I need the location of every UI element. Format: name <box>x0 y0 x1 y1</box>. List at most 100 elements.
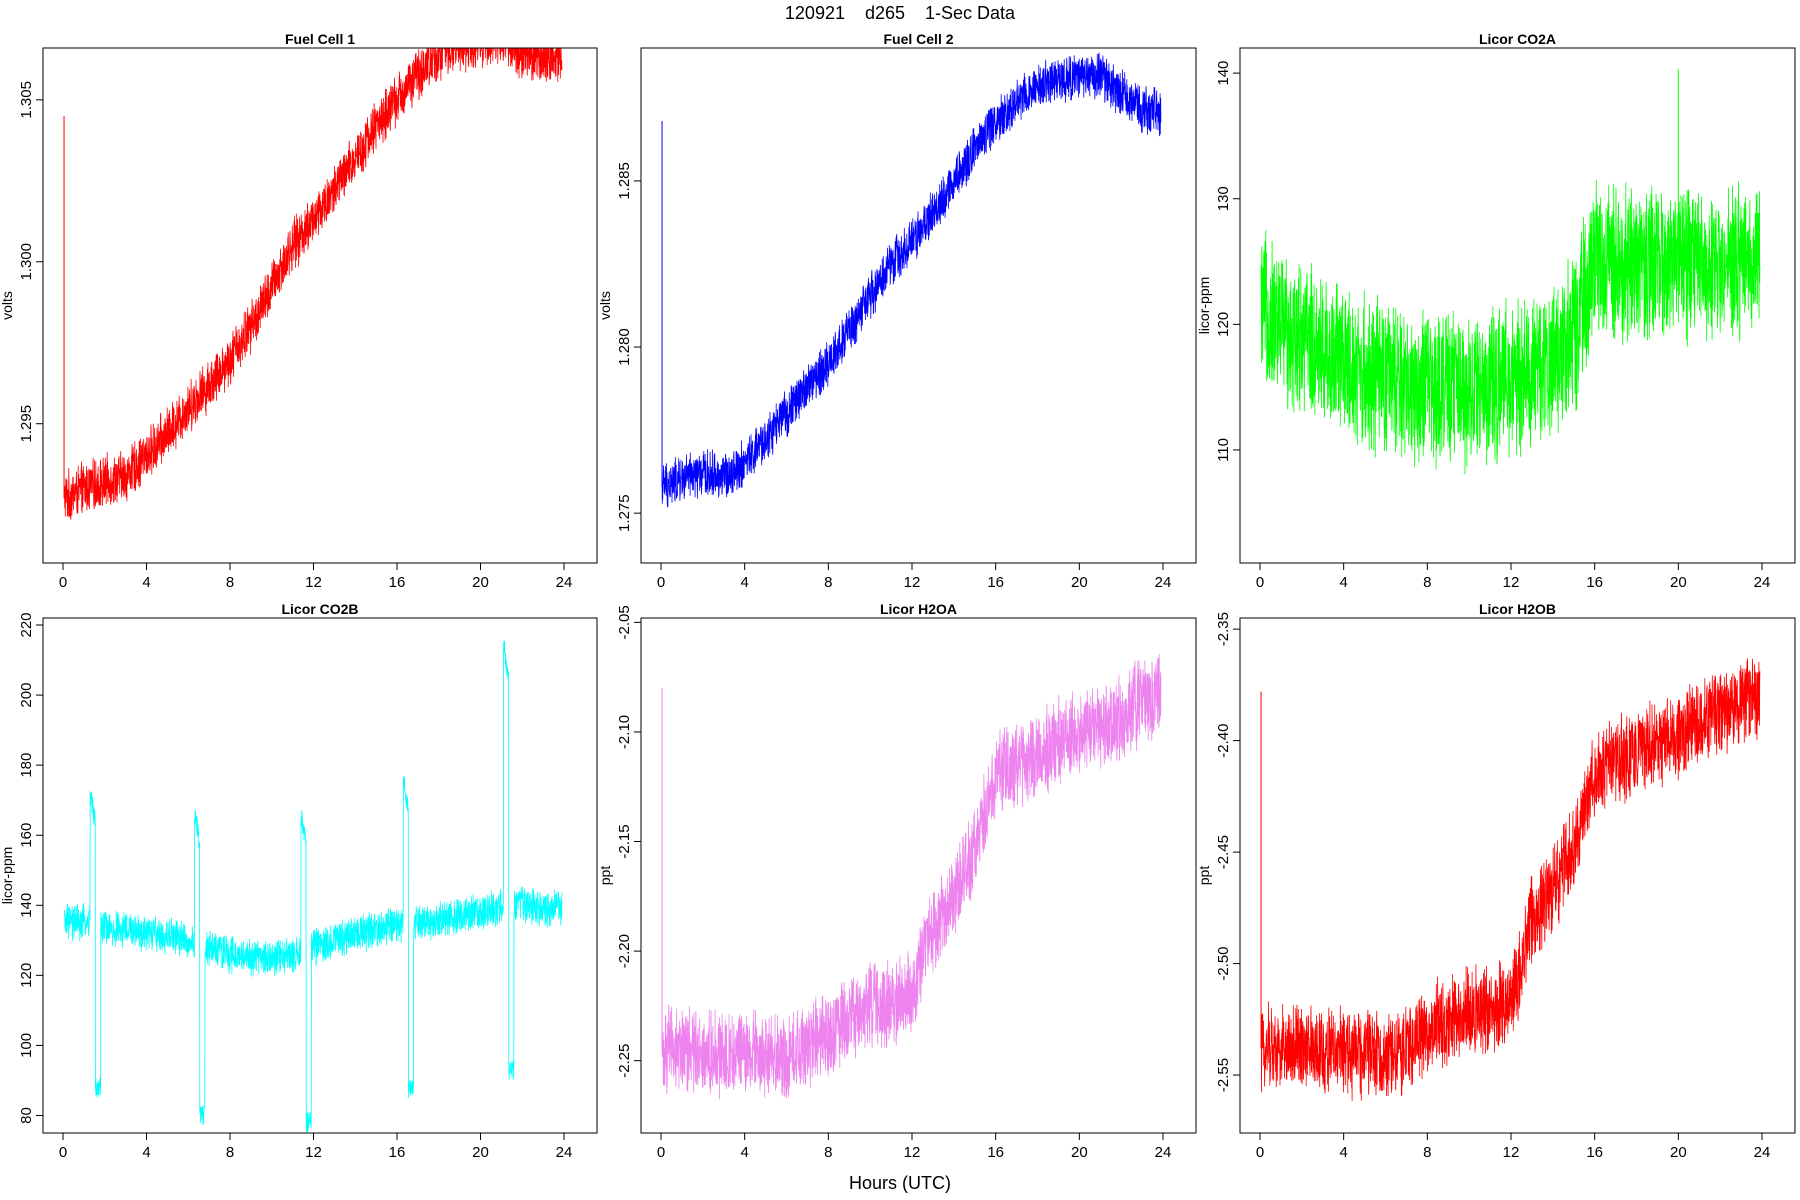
y-tick-label: -2.35 <box>1215 612 1232 646</box>
y-tick-label: 200 <box>18 683 35 708</box>
x-tick-label: 24 <box>1754 574 1771 591</box>
y-tick-label: 140 <box>18 893 35 918</box>
x-tick-label: 16 <box>1586 1144 1603 1161</box>
y-tick-label: 1.305 <box>18 81 35 119</box>
x-tick-label: 0 <box>59 574 67 591</box>
plot-frame <box>42 47 598 564</box>
x-tick-label: 20 <box>1670 1144 1687 1161</box>
figure-suptitle: 120921 d265 1-Sec Data <box>785 3 1016 23</box>
x-tick-label: 12 <box>904 574 921 591</box>
x-tick-label: 20 <box>1670 574 1687 591</box>
chart-panel: 0 4 8 12 16 20 24 -2.25 -2.20 -2.15 -2.10 -2.05 Lico… <box>597 601 1197 1161</box>
y-tick-label: -2.45 <box>1215 835 1232 869</box>
x-tick-label: 4 <box>740 1144 748 1161</box>
x-tick-label: 24 <box>556 1144 573 1161</box>
x-tick-label: 0 <box>1256 574 1264 591</box>
y-tick-label: -2.10 <box>616 715 633 749</box>
x-tick-label: 24 <box>1754 1144 1771 1161</box>
y-axis-label: volts <box>597 291 613 320</box>
plot-frame <box>1239 47 1796 564</box>
y-tick-label: 1.275 <box>616 494 633 532</box>
x-tick-label: 0 <box>1256 1144 1264 1161</box>
figure-x-axis-label: Hours (UTC) <box>849 1173 951 1193</box>
x-tick-label: 24 <box>556 574 573 591</box>
y-tick-label: 160 <box>18 823 35 848</box>
x-tick-label: 12 <box>305 1144 322 1161</box>
x-tick-label: 4 <box>142 574 150 591</box>
series-line <box>1260 179 1761 475</box>
y-tick-label: 140 <box>1215 61 1232 86</box>
y-tick-label: 110 <box>1215 438 1232 462</box>
y-tick-label: 1.295 <box>18 405 35 443</box>
panel-title: Licor CO2B <box>281 601 358 617</box>
y-tick-label: 130 <box>1215 186 1232 211</box>
plot-frame <box>1239 617 1796 1134</box>
panel-title: Licor H2OA <box>880 601 957 617</box>
y-tick-label: 180 <box>18 753 35 778</box>
chart-panel: 0 4 8 12 16 20 24 80 100 120 140 160 180 200 220 Licor … <box>0 601 598 1161</box>
y-tick-label: -2.05 <box>616 605 633 639</box>
y-tick-label: 220 <box>18 612 35 637</box>
x-tick-label: 4 <box>142 1144 150 1161</box>
series-line <box>1260 658 1761 1101</box>
y-tick-label: 120 <box>18 963 35 988</box>
y-axis-label: ppt <box>597 866 613 886</box>
x-tick-label: 8 <box>226 574 234 591</box>
y-tick-label: -2.55 <box>1215 1058 1232 1092</box>
y-tick-label: 1.285 <box>616 162 633 200</box>
x-tick-label: 12 <box>904 1144 921 1161</box>
x-tick-label: 20 <box>1071 574 1088 591</box>
x-tick-label: 4 <box>1339 1144 1347 1161</box>
y-tick-label: 80 <box>18 1107 35 1124</box>
x-tick-label: 16 <box>389 1144 406 1161</box>
x-tick-label: 0 <box>657 1144 665 1161</box>
panel-title: Fuel Cell 1 <box>285 31 355 47</box>
panels-group: 0 4 8 12 16 20 24 1.295 1.300 1.305 Fuel Cell 1 vol… <box>0 31 1796 1161</box>
x-tick-label: 24 <box>1155 574 1172 591</box>
x-tick-label: 16 <box>987 1144 1004 1161</box>
x-tick-label: 16 <box>1586 574 1603 591</box>
y-axis-label: volts <box>0 291 15 320</box>
plot-frame <box>640 47 1197 564</box>
y-tick-label: -2.20 <box>616 934 633 968</box>
y-tick-label: -2.15 <box>616 824 633 858</box>
series-line <box>661 653 1162 1100</box>
y-tick-label: 120 <box>1215 312 1232 337</box>
y-tick-label: -2.25 <box>616 1044 633 1078</box>
x-tick-label: 20 <box>1071 1144 1088 1161</box>
x-tick-label: 8 <box>1423 1144 1431 1161</box>
panel-title: Licor H2OB <box>1479 601 1556 617</box>
y-tick-label: -2.40 <box>1215 724 1232 758</box>
x-tick-label: 0 <box>657 574 665 591</box>
panel-title: Licor CO2A <box>1479 31 1556 47</box>
x-tick-label: 8 <box>824 1144 832 1161</box>
chart-panel: 0 4 8 12 16 20 24 -2.55 -2.50 -2.45 -2.40 -2.35 Lico… <box>1196 601 1796 1161</box>
x-tick-label: 4 <box>1339 574 1347 591</box>
y-tick-label: 1.300 <box>18 243 35 281</box>
chart-panel: 0 4 8 12 16 20 24 1.275 1.280 1.285 Fuel Cell 2 vol… <box>597 31 1197 591</box>
x-tick-label: 12 <box>305 574 322 591</box>
plot-frame <box>640 617 1197 1134</box>
chart-panel: 0 4 8 12 16 20 24 110 120 130 140 Licor CO2A licor-p… <box>1196 31 1796 591</box>
x-tick-label: 16 <box>987 574 1004 591</box>
plot-frame <box>42 617 598 1134</box>
y-tick-label: 100 <box>18 1033 35 1058</box>
series-line <box>63 640 563 1133</box>
y-axis-label: licor-ppm <box>0 847 15 905</box>
series-line <box>661 52 1162 508</box>
panel-title: Fuel Cell 2 <box>883 31 953 47</box>
y-axis-label: ppt <box>1196 866 1212 886</box>
series-line <box>63 48 563 520</box>
y-tick-label: -2.50 <box>1215 946 1232 980</box>
x-tick-label: 8 <box>1423 574 1431 591</box>
y-tick-label: 1.280 <box>616 328 633 366</box>
x-tick-label: 24 <box>1155 1144 1172 1161</box>
x-tick-label: 8 <box>226 1144 234 1161</box>
chart-panel: 0 4 8 12 16 20 24 1.295 1.300 1.305 Fuel Cell 1 vol… <box>0 31 598 591</box>
x-tick-label: 12 <box>1503 1144 1520 1161</box>
x-tick-label: 20 <box>472 574 489 591</box>
y-axis-label: licor-ppm <box>1196 277 1212 335</box>
x-tick-label: 8 <box>824 574 832 591</box>
x-tick-label: 20 <box>472 1144 489 1161</box>
